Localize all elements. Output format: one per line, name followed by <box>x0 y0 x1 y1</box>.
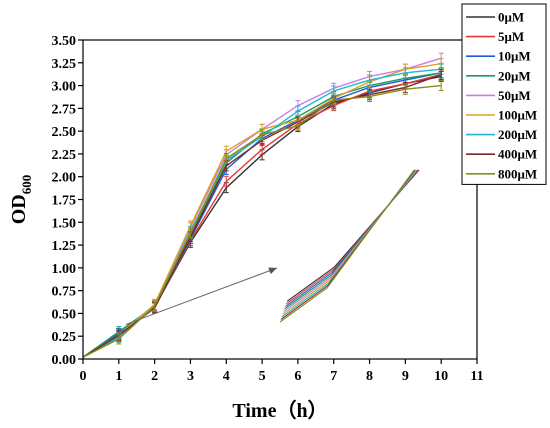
y-axis-title: OD600 <box>8 175 34 225</box>
x-tick-label: 7 <box>330 369 337 384</box>
y-tick-label: 0.00 <box>52 353 77 368</box>
y-tick-label: 1.75 <box>52 194 77 209</box>
axis-tick-labels: 0 1 2 3 4 5 6 7 8 9 10 11 0.00 0.25 0.50 0.75 1.00 1.25 1.… <box>52 34 484 384</box>
x-tick-label: 4 <box>223 369 230 384</box>
y-tick-label: 3.50 <box>52 34 77 49</box>
series-line <box>82 57 442 358</box>
y-tick-label: 0.50 <box>52 307 77 322</box>
series-line <box>82 63 442 358</box>
legend-label: 200μM <box>498 127 537 142</box>
legend-label: 800μM <box>498 166 537 181</box>
y-tick-label: 0.25 <box>52 330 77 345</box>
inset-series-line <box>279 169 415 323</box>
y-tick-label: 1.00 <box>52 262 77 277</box>
y-tick-label: 2.25 <box>52 148 77 163</box>
y-tick-label: 2.00 <box>52 171 77 186</box>
plot-frame <box>82 39 478 360</box>
x-tick-label: 6 <box>294 369 301 384</box>
x-tick-label: 8 <box>366 369 373 384</box>
series-line <box>82 73 442 358</box>
y-tick-label: 2.75 <box>52 102 77 117</box>
legend-label: 5μM <box>498 29 524 44</box>
series-line <box>82 72 442 358</box>
legend-label: 20μM <box>498 68 531 83</box>
axis-ticks <box>78 39 478 364</box>
series-group <box>82 52 444 358</box>
legend-label: 400μM <box>498 147 537 162</box>
x-tick-label: 5 <box>259 369 266 384</box>
x-tick-label: 1 <box>115 369 122 384</box>
zoom-arrow-line <box>125 267 278 325</box>
x-tick-label: 3 <box>187 369 194 384</box>
y-tick-label: 1.25 <box>52 239 77 254</box>
inset-series-line <box>285 169 419 307</box>
legend: 0μM 5μM 10μM 20μM 50μM 100μM 200μM 400μM 800μM <box>461 3 547 185</box>
inset-magnified-lines <box>279 169 420 323</box>
x-axis-title: Time（h） <box>232 399 327 422</box>
y-tick-label: 3.00 <box>52 80 77 95</box>
y-axis-title-subscript: 600 <box>19 175 34 195</box>
y-tick-label: 0.75 <box>52 285 77 300</box>
legend-label: 50μM <box>498 88 531 103</box>
x-tick-label: 2 <box>151 369 158 384</box>
series-line <box>82 73 442 358</box>
zoom-arrow-head <box>268 267 277 275</box>
y-tick-label: 3.25 <box>52 57 77 72</box>
inset-series-line <box>285 169 419 305</box>
series-line <box>82 72 442 358</box>
x-tick-label: 10 <box>434 369 448 384</box>
x-tick-label: 0 <box>80 369 87 384</box>
legend-label: 10μM <box>498 49 531 64</box>
x-tick-label: 9 <box>402 369 409 384</box>
y-tick-label: 1.50 <box>52 216 77 231</box>
y-tick-label: 2.50 <box>52 125 77 140</box>
zoom-arrow <box>125 267 278 325</box>
inset-series-line <box>283 169 418 313</box>
series-line <box>82 75 442 358</box>
x-tick-label: 11 <box>470 369 483 384</box>
legend-label: 100μM <box>498 108 537 123</box>
series-line <box>82 68 442 358</box>
y-axis-title-main: OD <box>8 194 30 224</box>
legend-label: 0μM <box>498 10 524 25</box>
